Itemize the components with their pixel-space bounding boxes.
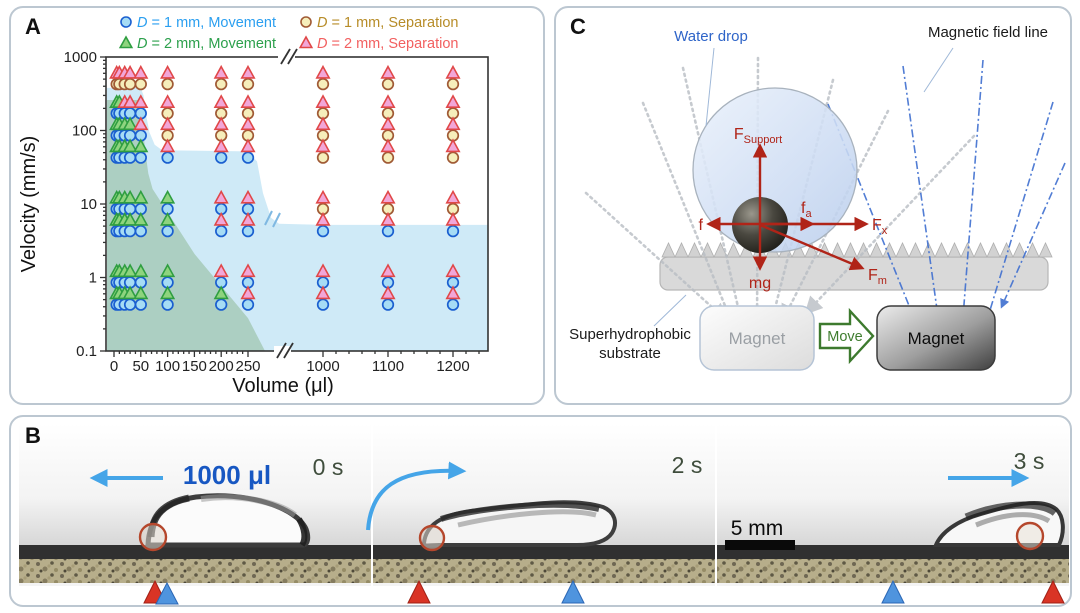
scale-bar-label: 5 mm [731, 517, 784, 540]
legend-marker-0 [120, 16, 132, 28]
red-triangle-marker-3s [1041, 579, 1065, 604]
droplet-photo-sequence: 1000 μl 0 s 2 s 3 s 5 mm [19, 424, 1069, 605]
substrate-label-line2: substrate [599, 345, 661, 362]
force-fx-label: Fx [872, 217, 888, 237]
blue-triangle-marker-2s [561, 579, 585, 604]
region-break-mark [264, 210, 281, 228]
scale-bar [725, 540, 795, 550]
water-drop-leader-line [705, 47, 715, 127]
magnet-old-position [699, 305, 815, 371]
move-arrow [818, 307, 875, 365]
magnet-new-label: Magnet [908, 329, 965, 348]
direction-arrow-2s [366, 461, 467, 531]
force-diagram: FSupport f fa Fx mg Fm Water drop Magnet… [569, 24, 1066, 371]
time-label-3s: 3 s [1014, 448, 1045, 474]
svg-text:1000: 1000 [306, 358, 339, 375]
panel-b: B [9, 415, 1072, 607]
svg-text:1: 1 [89, 270, 97, 287]
legend-label-0: D = 1 mm, Movement [137, 15, 276, 31]
magnetic-field-line-label: Magnetic field line [928, 24, 1048, 41]
legend-label-3: D = 2 mm, Separation [317, 36, 458, 52]
magnet-new-position [876, 305, 996, 371]
chart-legend: D = 1 mm, Movement D = 1 mm, Separation D … [118, 15, 458, 52]
force-adhesion-label: fa [801, 200, 812, 220]
droplet-0s [138, 493, 311, 552]
svg-text:200: 200 [209, 358, 234, 375]
force-arrows [706, 143, 869, 271]
svg-text:100: 100 [155, 358, 180, 375]
droplet-3s [932, 500, 1065, 551]
svg-text:0.1: 0.1 [76, 343, 97, 360]
substrate-label-line1: Superhydrophobic [569, 326, 691, 343]
substrate-leader-line [653, 294, 687, 327]
force-fm-arrow [759, 223, 865, 271]
svg-text:50: 50 [132, 358, 149, 375]
legend-marker-3 [298, 35, 314, 49]
bead-annotation-circle-2s [418, 524, 446, 552]
legend-label-2: D = 2 mm, Movement [137, 36, 276, 52]
panel-c: C [554, 6, 1072, 405]
force-support-label: FSupport [734, 126, 782, 146]
x-axis-label: Volume (μl) [232, 375, 334, 397]
tick-marks [100, 56, 480, 357]
time-label-0s: 0 s [313, 454, 344, 480]
water-drop [692, 87, 858, 253]
panel-a-letter: A [25, 14, 41, 39]
svg-text:150: 150 [182, 358, 207, 375]
force-labels: FSupport f fa Fx mg Fm [699, 126, 888, 292]
svg-text:250: 250 [235, 358, 260, 375]
move-label: Move [827, 329, 862, 345]
panel-b-letter: B [25, 423, 41, 448]
data-points [109, 64, 461, 311]
water-drop-label: Water drop [674, 28, 748, 45]
force-friction-label: f [699, 217, 704, 234]
red-triangle-marker-2s [407, 579, 431, 604]
droplet-volume-label: 1000 μl [183, 460, 271, 490]
velocity-volume-chart: 0 50 100 150 200 250 1000 1100 12000.11101001000… [18, 15, 489, 397]
blue-triangle-marker-3s [881, 579, 905, 604]
position-markers [143, 579, 1065, 605]
svg-text:1100: 1100 [372, 358, 404, 375]
magnet-old-label: Magnet [729, 329, 786, 348]
d2_movement-region [107, 100, 265, 351]
force-fm-label: Fm [868, 267, 887, 287]
time-label-2s: 2 s [672, 452, 703, 478]
panel-a: A 0 50 100 150 200 250 1000 1100 1200 0.1 1 10 100 10… [9, 6, 545, 405]
svg-text:10: 10 [80, 196, 97, 213]
field-line-leader-line [923, 47, 954, 93]
svg-text:1200: 1200 [436, 358, 469, 375]
svg-text:100: 100 [72, 123, 97, 140]
droplet-2s [418, 500, 617, 552]
panel-c-letter: C [570, 14, 586, 39]
bead-annotation-circle-0s [138, 522, 168, 552]
legend-marker-2 [118, 35, 134, 49]
y-axis-label: Velocity (mm/s) [18, 136, 40, 273]
legend-marker-1 [300, 16, 312, 28]
force-gravity-label: mg [749, 275, 771, 292]
bead-annotation-circle-3s [1015, 521, 1045, 551]
magnetic-field-lines [827, 59, 1066, 346]
substrate-spikes [661, 242, 1053, 258]
svg-text:1000: 1000 [64, 49, 97, 66]
legend-label-1: D = 1 mm, Separation [317, 15, 458, 31]
svg-text:0: 0 [110, 358, 118, 375]
blue-triangle-marker-0s [155, 581, 179, 605]
